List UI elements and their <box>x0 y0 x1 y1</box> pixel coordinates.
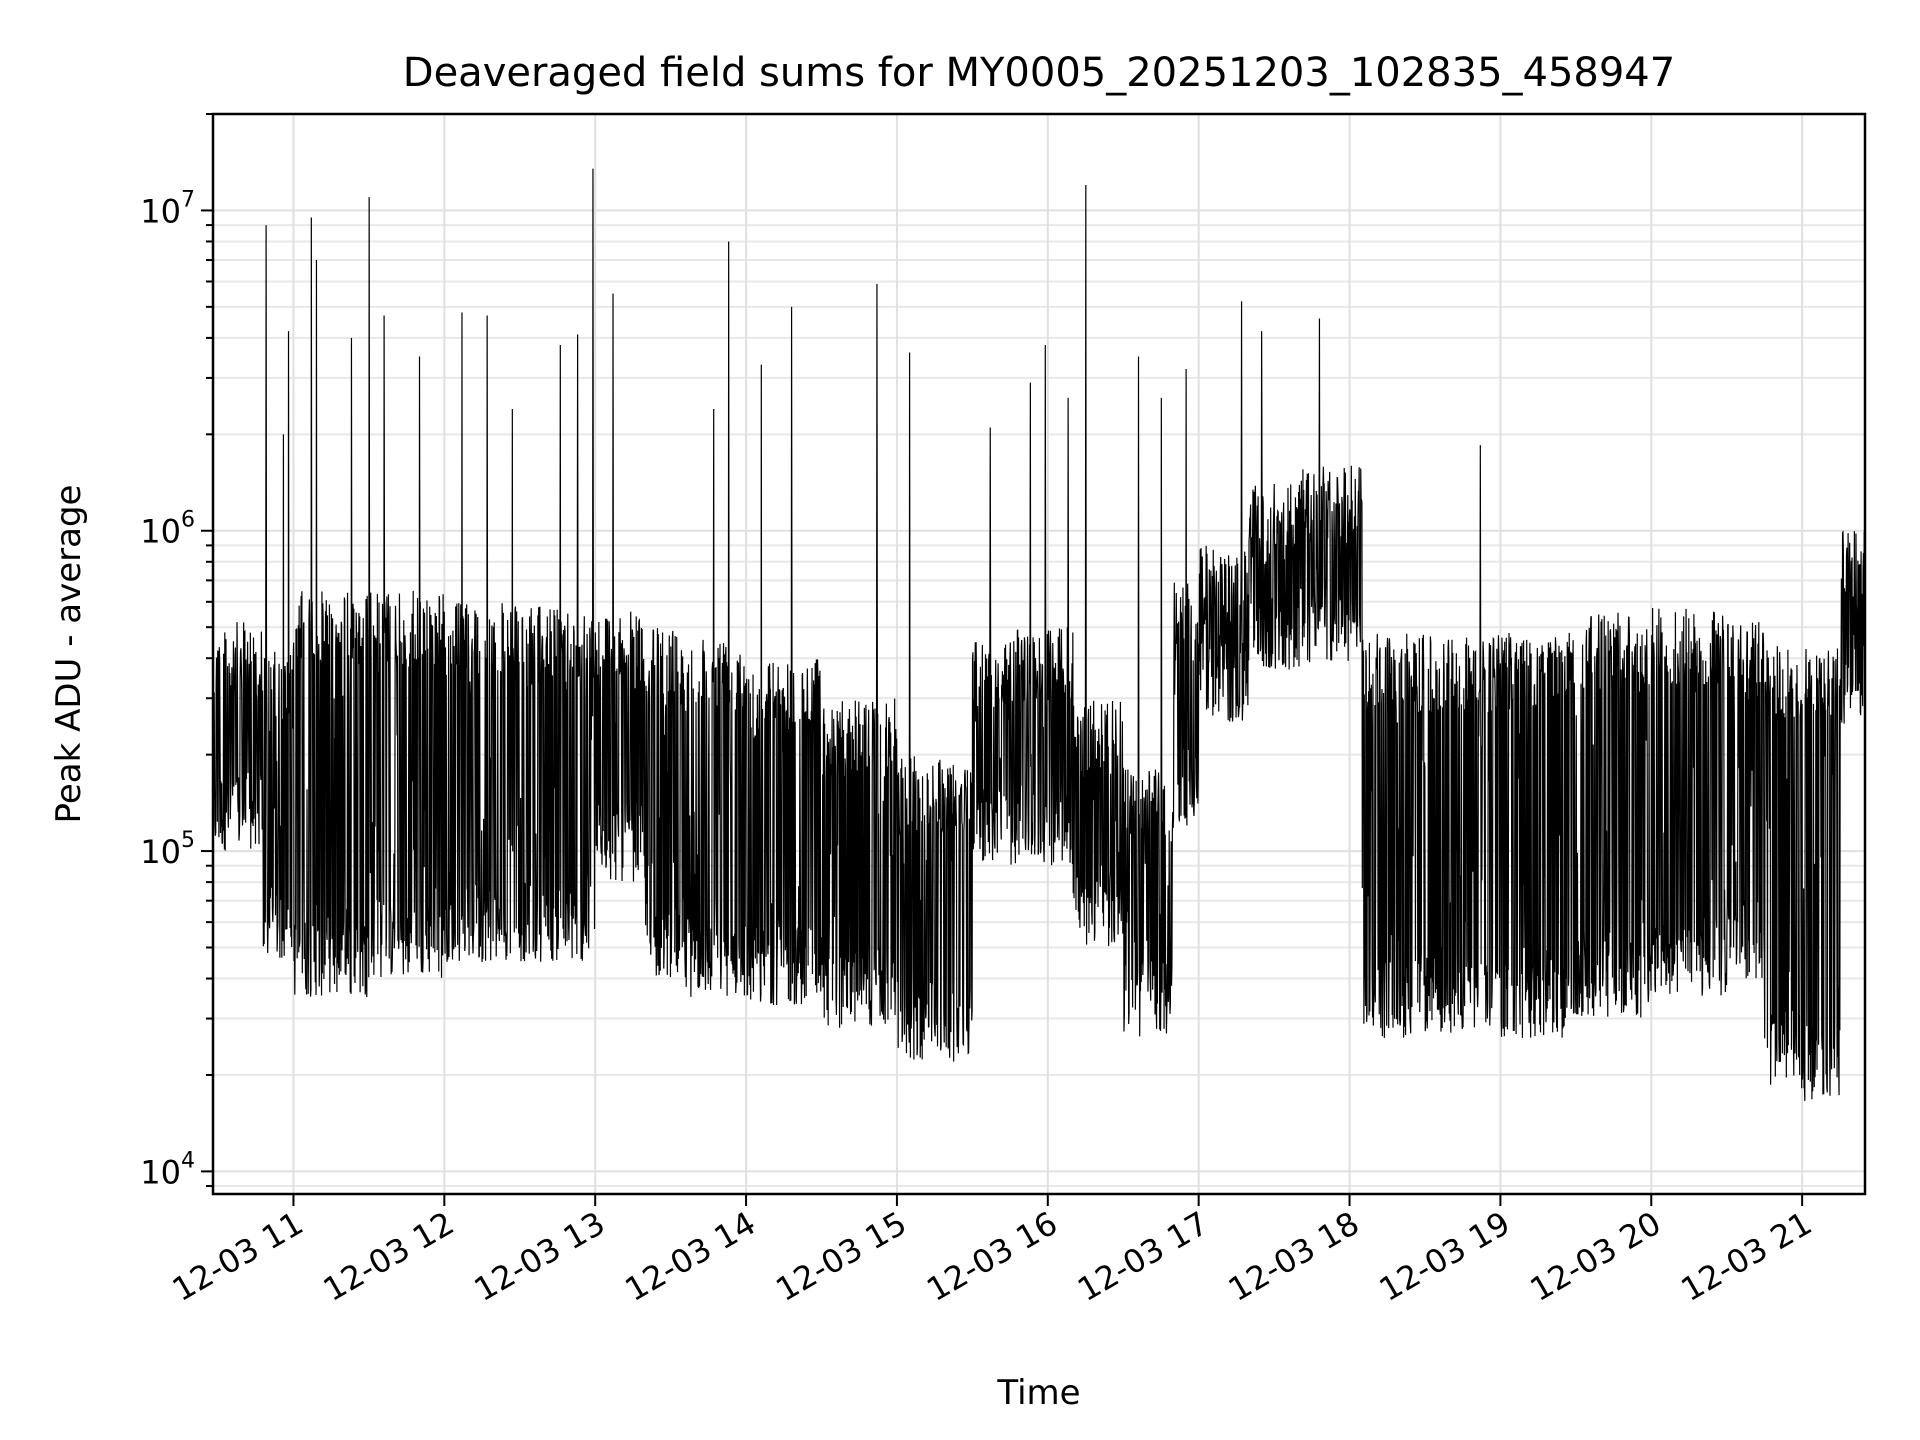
y-tick-base: 10 <box>140 192 181 230</box>
series-line <box>212 168 1866 1101</box>
y-tick-exponent: 7 <box>181 187 195 212</box>
y-tick-label: 104 <box>140 1148 195 1191</box>
chart-title: Deaveraged field sums for MY0005_2025120… <box>403 50 1675 96</box>
x-axis-label: Time <box>996 1373 1080 1413</box>
y-tick-label: 105 <box>140 828 195 871</box>
y-tick-exponent: 6 <box>181 508 195 533</box>
y-tick-base: 10 <box>140 833 181 871</box>
y-tick-base: 10 <box>140 513 181 551</box>
y-tick-exponent: 5 <box>181 828 195 853</box>
y-tick-exponent: 4 <box>181 1148 195 1173</box>
y-tick-base: 10 <box>140 1153 181 1191</box>
y-axis-label: Peak ADU - average <box>49 485 89 824</box>
y-tick-label: 106 <box>140 508 195 551</box>
series-layer <box>212 168 1866 1101</box>
y-tick-label: 107 <box>140 187 195 230</box>
plot-frame <box>211 112 1867 1196</box>
